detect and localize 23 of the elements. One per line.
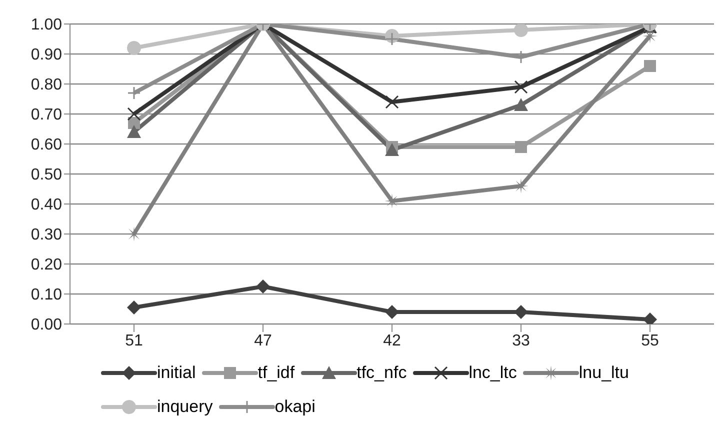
legend-label: tfc_nfc [356,363,407,383]
legend-label: tf_idf [258,363,295,383]
y-tick-label: 0.20 [30,256,62,274]
y-tick-label: 0.00 [30,316,62,334]
y-tick-label: 0.10 [30,286,62,304]
y-tick-label: 0.90 [30,46,62,64]
x-tick-label: 55 [641,332,659,350]
x-tick-label: 42 [383,332,401,350]
x-tick-label: 33 [512,332,530,350]
y-tick-label: 0.50 [30,166,62,184]
y-tick-label: 0.70 [30,106,62,124]
legend-label: inquery [157,397,213,417]
legend-label: initial [157,363,196,383]
legend-label: lnu_ltu [578,363,629,383]
x-tick-label: 51 [125,332,143,350]
legend-label: lnc_ltc [468,363,517,383]
y-tick-label: 0.30 [30,226,62,244]
y-tick-label: 0.60 [30,136,62,154]
legend-label: okapi [274,397,316,417]
y-tick-label: 0.80 [30,76,62,94]
y-tick-label: 0.40 [30,196,62,214]
x-tick-label: 47 [254,332,272,350]
y-tick-label: 1.00 [30,16,62,34]
